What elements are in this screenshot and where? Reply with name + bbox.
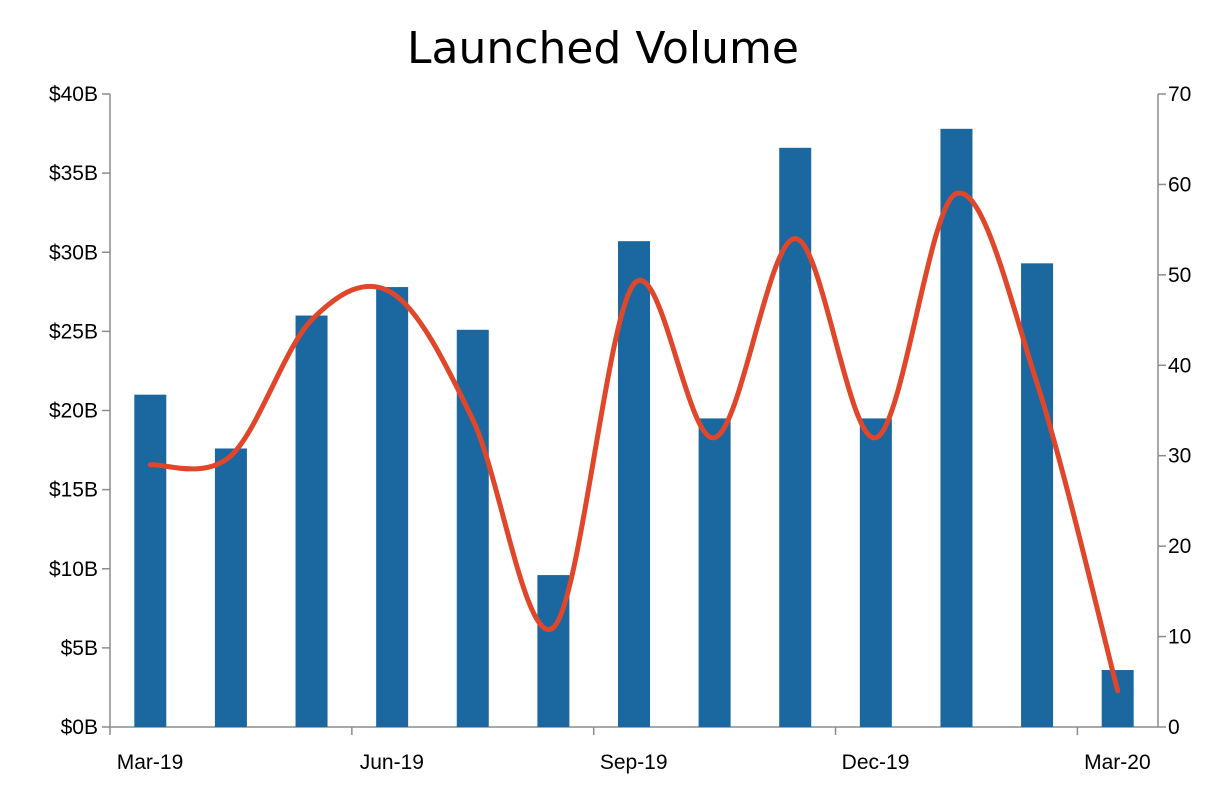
y-left-tick-label: $10B: [49, 558, 98, 581]
y-right-tick-label: 70: [1168, 83, 1191, 106]
bar: [456, 329, 489, 727]
bar: [134, 394, 167, 727]
bar: [618, 241, 650, 728]
y-right-tick-label: 20: [1168, 535, 1191, 558]
y-right-tick-label: 30: [1168, 445, 1191, 468]
y-left-tick-label: $35B: [49, 162, 98, 185]
y-left-tick-label: $25B: [49, 320, 98, 343]
bar: [214, 448, 247, 727]
y-right-tick-label: 50: [1168, 264, 1191, 287]
bar: [940, 128, 973, 727]
y-left-tick-label: $5B: [61, 637, 98, 660]
line-series: [147, 190, 1121, 694]
y-left-tick-label: $15B: [49, 479, 98, 502]
chart-title: Launched Volume: [407, 23, 799, 74]
y-right-tick-label: 0: [1168, 716, 1180, 739]
bar: [698, 418, 731, 727]
x-tick-label: Dec-19: [842, 751, 910, 774]
line-series-path: [147, 190, 1121, 694]
tick-labels: $0B $5B $10B $15B $20B $25B $30B $35B $40B 0 10 20 3…: [49, 83, 1191, 774]
bar-series: [134, 128, 1134, 728]
bar: [1101, 670, 1134, 727]
y-left-tick-label: $20B: [49, 400, 98, 423]
x-tick-label: Mar-20: [1084, 751, 1151, 774]
x-tick-label: Mar-19: [117, 751, 184, 774]
x-tick-label: Sep-19: [600, 751, 668, 774]
y-right-tick-label: 60: [1168, 173, 1191, 196]
bar: [295, 315, 328, 727]
y-right-tick-label: 40: [1168, 354, 1191, 377]
y-right-tick-label: 10: [1168, 626, 1191, 649]
bar: [859, 418, 892, 727]
y-left-tick-label: $30B: [49, 241, 98, 264]
bar: [1021, 263, 1054, 727]
y-left-tick-label: $0B: [61, 716, 98, 739]
x-tick-label: Jun-19: [360, 751, 424, 774]
bar: [779, 147, 812, 727]
y-left-tick-label: $40B: [49, 83, 98, 106]
bar: [376, 287, 409, 727]
